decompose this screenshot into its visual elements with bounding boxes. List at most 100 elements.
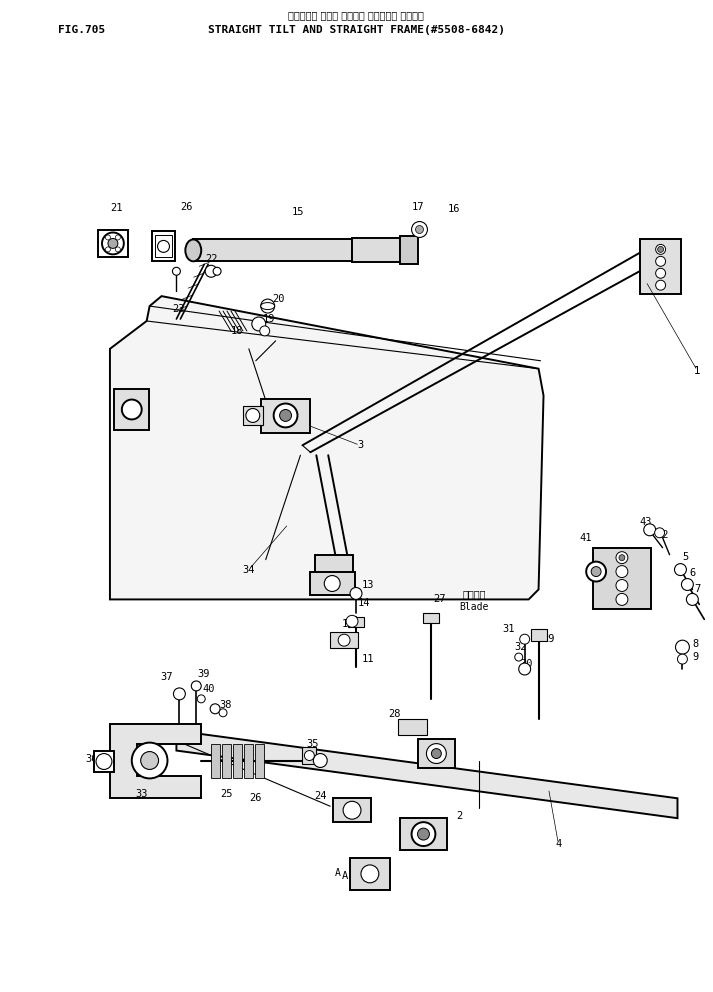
Circle shape	[261, 300, 275, 313]
Circle shape	[431, 749, 441, 759]
Text: ストレート チルト オヤビ・ ストレート フレーム: ストレート チルト オヤビ・ ストレート フレーム	[288, 10, 424, 20]
Circle shape	[210, 704, 220, 714]
Text: 23: 23	[172, 305, 185, 314]
Text: 34: 34	[242, 564, 255, 574]
Circle shape	[616, 579, 628, 591]
Bar	[640, 239, 682, 295]
Circle shape	[122, 400, 142, 420]
Text: 28: 28	[389, 708, 401, 719]
Ellipse shape	[261, 303, 275, 310]
Circle shape	[656, 280, 665, 290]
Text: 6: 6	[689, 567, 695, 577]
Circle shape	[586, 561, 606, 581]
Bar	[233, 744, 242, 779]
Text: 1: 1	[694, 366, 700, 376]
Circle shape	[411, 221, 427, 237]
Bar	[398, 719, 427, 735]
Circle shape	[687, 593, 698, 605]
Bar	[261, 399, 310, 434]
Bar	[155, 235, 173, 257]
Circle shape	[656, 256, 665, 266]
Text: 26: 26	[250, 794, 262, 804]
Bar	[152, 231, 175, 261]
Circle shape	[655, 528, 665, 538]
Bar	[400, 818, 447, 850]
Circle shape	[116, 235, 120, 240]
Bar	[418, 739, 455, 769]
Bar	[352, 238, 400, 262]
Bar	[98, 229, 128, 257]
Circle shape	[213, 267, 221, 275]
Text: 41: 41	[579, 533, 592, 543]
Polygon shape	[110, 724, 201, 799]
Circle shape	[519, 663, 530, 675]
Text: 42: 42	[657, 530, 669, 540]
Circle shape	[96, 754, 112, 770]
Circle shape	[411, 822, 436, 846]
Text: 35: 35	[306, 739, 319, 749]
Circle shape	[205, 265, 217, 277]
Text: 7: 7	[694, 584, 700, 594]
Circle shape	[106, 247, 111, 252]
Circle shape	[252, 317, 266, 331]
Circle shape	[279, 410, 292, 422]
Bar	[244, 744, 253, 779]
Text: A: A	[342, 871, 348, 881]
Text: 8: 8	[692, 639, 699, 649]
Text: 20: 20	[272, 294, 285, 305]
Text: 43: 43	[640, 517, 652, 527]
Circle shape	[260, 326, 270, 336]
Text: 15: 15	[292, 206, 304, 216]
Text: 9: 9	[692, 652, 699, 662]
Circle shape	[418, 828, 429, 840]
Text: 22: 22	[205, 254, 217, 264]
Circle shape	[682, 578, 693, 590]
Bar	[530, 629, 546, 641]
Circle shape	[343, 802, 361, 819]
Bar	[348, 617, 364, 627]
Text: 14: 14	[358, 598, 370, 608]
Text: 19: 19	[262, 314, 275, 324]
Circle shape	[132, 743, 168, 779]
Text: FIG.705: FIG.705	[58, 25, 106, 35]
Circle shape	[616, 552, 628, 563]
Circle shape	[616, 565, 628, 577]
Circle shape	[313, 754, 327, 768]
Circle shape	[338, 634, 350, 646]
Text: 12: 12	[342, 619, 354, 629]
Text: 40: 40	[203, 683, 215, 694]
Circle shape	[674, 563, 687, 575]
Text: 27: 27	[433, 594, 446, 604]
Text: 29: 29	[543, 634, 555, 644]
Circle shape	[677, 654, 687, 664]
Text: 31: 31	[503, 624, 515, 634]
Text: 4: 4	[555, 839, 562, 849]
Circle shape	[304, 751, 314, 761]
Bar	[593, 548, 651, 609]
Bar	[350, 858, 390, 890]
Circle shape	[515, 653, 523, 661]
Text: 3: 3	[356, 440, 363, 450]
Text: 39: 39	[197, 669, 210, 679]
Text: 1: 1	[694, 366, 700, 376]
Bar	[330, 632, 358, 648]
Text: 26: 26	[180, 201, 193, 211]
Text: 16: 16	[448, 203, 461, 213]
Circle shape	[675, 640, 689, 654]
Circle shape	[416, 225, 424, 233]
Bar	[315, 555, 353, 576]
Text: 21: 21	[111, 202, 123, 212]
Text: ブレード: ブレード	[462, 589, 486, 599]
Circle shape	[173, 267, 180, 275]
Circle shape	[158, 240, 170, 252]
Text: 5: 5	[682, 552, 689, 561]
Text: 38: 38	[220, 699, 232, 710]
Text: 18: 18	[231, 326, 243, 336]
Circle shape	[644, 524, 656, 536]
Circle shape	[116, 247, 120, 252]
Circle shape	[520, 634, 530, 644]
Bar	[222, 744, 231, 779]
Text: 36: 36	[86, 754, 98, 764]
Bar	[94, 751, 114, 773]
Bar	[302, 747, 317, 765]
